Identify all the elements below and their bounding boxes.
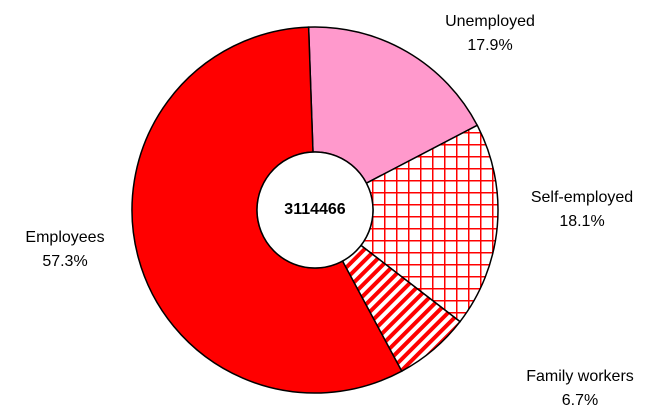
slice-value-label: 17.9%	[467, 37, 512, 54]
slice-value-label: 18.1%	[559, 213, 604, 230]
center-label: 3114466	[284, 201, 346, 218]
slice-label: Self-employed	[531, 189, 633, 206]
slice-label: Unemployed	[445, 13, 535, 30]
slice-value-label: 57.3%	[42, 253, 87, 270]
donut-hole	[256, 151, 374, 269]
slice-value-label: 6.7%	[562, 392, 598, 407]
slice-label: Family workers	[526, 368, 634, 385]
slice-label: Employees	[25, 229, 104, 246]
